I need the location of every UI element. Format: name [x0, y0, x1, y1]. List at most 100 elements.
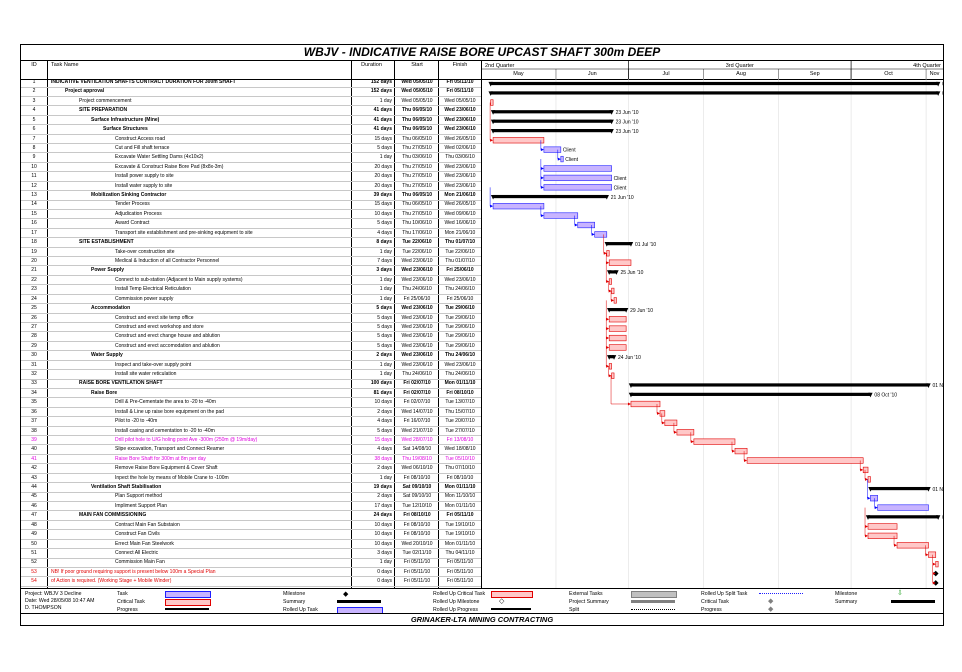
table-row[interactable]: 34 Raise Bore 81 days Fri 02/07/10 Fri 08/10…	[21, 390, 481, 399]
task-name: Errect Main Fan Steelwork	[115, 540, 174, 547]
task-duration: 19 days	[373, 484, 392, 491]
table-row[interactable]: 22 Connect to sub-station (Adjacent to Ma…	[21, 277, 481, 286]
task-name: Install water supply to site	[115, 182, 173, 189]
task-duration: 5 days	[377, 323, 392, 330]
table-row[interactable]: 27 Construct and erect workshop and store…	[21, 324, 481, 333]
task-finish: Thu 01/07/10	[445, 257, 475, 264]
table-row[interactable]: 5 Surface Infrastructure (Mine) 41 days Thu…	[21, 117, 481, 126]
critical-task-bar	[608, 316, 627, 323]
bar-label: 24 Jun '10	[618, 355, 641, 361]
table-row[interactable]: 37 Pilot to -20 to -40m 4 days Fri 16/07/10…	[21, 418, 481, 427]
table-row[interactable]: 50 Errect Main Fan Steelwork 10 days Wed 20…	[21, 541, 481, 550]
table-row[interactable]: 31 Inspect and take-over supply point 1 da…	[21, 362, 481, 371]
table-row[interactable]: 49 Construct Fan Civils 10 days Fri 08/10/1…	[21, 531, 481, 540]
table-row[interactable]: 54 of Action is required. (Working Stage …	[21, 578, 481, 587]
task-start: Wed 23/06/10	[401, 267, 433, 274]
task-duration: 5 days	[377, 314, 392, 321]
task-finish: Thu 15/07/10	[445, 408, 475, 415]
task-start: Thu 06/05/10	[401, 192, 432, 199]
task-finish: Thu 01/07/10	[444, 239, 475, 246]
table-row[interactable]: 45 Plan Support method 2 days Sat 09/10/10 M…	[21, 493, 481, 502]
table-row[interactable]: 20 Medical & Induction of all Contractor …	[21, 258, 481, 267]
task-duration: 2 days	[377, 465, 392, 472]
critical-task-bar	[490, 99, 494, 106]
table-row[interactable]: 19 Take-over construction site 1 day Tue 22…	[21, 249, 481, 258]
table-row[interactable]: 39 Drill pilot hole to U/G holing point A…	[21, 437, 481, 446]
task-name: Surface Infrastructure (Mine)	[91, 116, 160, 123]
table-row[interactable]: 16 Award Contract 5 days Thu 10/06/10 Wed 16…	[21, 220, 481, 229]
table-row[interactable]: 48 Contract Main Fan Substaion 10 days Fri …	[21, 522, 481, 531]
table-row[interactable]: 36 Install & Line up raise bore equipment…	[21, 409, 481, 418]
dependency-arrow	[606, 261, 610, 265]
summary-end-cap	[935, 81, 941, 87]
table-row[interactable]: 4 SITE PREPARATION 41 days Thu 06/05/10 Wed …	[21, 107, 481, 116]
task-id: 43	[31, 474, 37, 481]
table-row[interactable]: 21 Power Supply 3 days Wed 23/06/10 Fri 25/0…	[21, 267, 481, 276]
table-row[interactable]: 12 Install water supply to site 20 days Thu…	[21, 183, 481, 192]
table-row[interactable]: 26 Construct and erect site temp office 5 …	[21, 314, 481, 323]
table-row[interactable]: 51 Connect All Electric 3 days Tue 02/11/10…	[21, 550, 481, 559]
task-finish: Wed 23/06/10	[444, 163, 476, 170]
table-row[interactable]: 7 Construct Access road 15 days Thu 06/05/1…	[21, 136, 481, 145]
legend-label-rolled-up-progress: Rolled Up Progress	[433, 607, 478, 613]
table-row[interactable]: 47 MAIN FAN COMMISSIONING 24 days Fri 08/10…	[21, 512, 481, 521]
table-row[interactable]: 33 RAISE BORE VENTILATION SHAFT 100 days Fr…	[21, 380, 481, 389]
table-row[interactable]: 40 Slipe excavation, Transport and Connec…	[21, 446, 481, 455]
table-row[interactable]: 30 Water Supply 2 days Wed 23/06/10 Thu 24/0…	[21, 352, 481, 361]
task-duration: 20 days	[374, 163, 392, 170]
critical-task-bar	[613, 297, 617, 304]
task-id: 52	[31, 559, 37, 566]
table-row[interactable]: 17 Transport site establishment and pre-s…	[21, 230, 481, 239]
table-row[interactable]: 2 Project approval 152 days Wed 05/05/10 Fri…	[21, 88, 481, 97]
table-row[interactable]: 53 NB! If poor ground requiring support i…	[21, 569, 481, 578]
task-start: Fri 08/10/10	[403, 521, 431, 528]
table-row[interactable]: 10 Excavate & Construct Raise Bore Pad (8…	[21, 164, 481, 173]
table-row[interactable]: 14 Tender Process 15 days Thu 06/05/10 Wed 2…	[21, 201, 481, 210]
dependency-arrow	[606, 280, 610, 284]
dependency-link	[540, 177, 543, 188]
table-row[interactable]: 52 Commission Main Fan 1 day Fri 05/11/10 Fr…	[21, 559, 481, 568]
table-row[interactable]: 46 Impliment Support Plan 17 days Tue 12/10…	[21, 503, 481, 512]
table-row[interactable]: 41 Raise Bore Shaft for 300m at 8m per da…	[21, 456, 481, 465]
table-row[interactable]: 25 Accommodation 5 days Wed 23/06/10 Tue 29/…	[21, 305, 481, 314]
table-row[interactable]: 24 Commission power supply 1 day Fri 25/06/…	[21, 296, 481, 305]
table-row[interactable]: 38 Install casing and cementation to -20 …	[21, 428, 481, 437]
bar-label: 23 Jun '10	[616, 110, 639, 116]
table-row[interactable]: 8 Cut and Fill shaft terrace 5 days Thu 27/…	[21, 145, 481, 154]
task-name: Install power supply to site	[115, 173, 174, 180]
table-row[interactable]: 29 Construct and erect accomodation and a…	[21, 343, 481, 352]
table-row[interactable]: 43 Inpect the hole by means of Mobile Cra…	[21, 475, 481, 484]
summary-end-cap	[609, 119, 614, 125]
table-row[interactable]: 32 Install site water reticulation 1 day Th…	[21, 371, 481, 380]
table-row[interactable]: 44 Ventilation Shaft Stabilisation 19 days…	[21, 484, 481, 493]
legend-label-critical-task: Critical Task	[117, 599, 145, 605]
table-row[interactable]: 9 Excavate Water Settling Dams (4x10x2) 1 …	[21, 154, 481, 163]
table-row[interactable]: 18 SITE ESTABLISHMENT 8 days Tue 22/06/10 Th…	[21, 239, 481, 248]
table-row[interactable]: 35 Drill & Pre-Cementate the area to -20 …	[21, 399, 481, 408]
legend-ext-progress-icon: ◆	[768, 606, 774, 613]
task-duration: 1 day	[379, 276, 392, 283]
task-start: Thu 27/05/10	[402, 173, 432, 180]
task-start: Thu 17/06/10	[402, 229, 432, 236]
table-row[interactable]: 3 Project commencement 1 day Wed 05/05/10 We…	[21, 98, 481, 107]
summary-bar	[609, 307, 627, 312]
table-row[interactable]: 42 Remove Raise Bore Equipment & Cover Sh…	[21, 465, 481, 474]
task-start: Wed 05/05/10	[401, 88, 433, 95]
task-name: Mobilization Sinking Contractor	[91, 192, 167, 199]
task-start: Wed 23/06/10	[401, 314, 433, 321]
dependency-arrow	[627, 402, 631, 406]
task-duration: 20 days	[374, 173, 392, 180]
dependency-arrow	[540, 176, 544, 180]
table-row[interactable]: 11 Install power supply to site 20 days Thu…	[21, 173, 481, 182]
table-row[interactable]: 6 Surface Structures 41 days Thu 06/05/10 We…	[21, 126, 481, 135]
task-finish: Fri 05/11/10	[446, 559, 474, 566]
table-row[interactable]: 1 INDICATIVE VENTILATION SHAFTS CONTRACT …	[21, 79, 481, 88]
table-row[interactable]: 13 Mobilization Sinking Contractor 39 days…	[21, 192, 481, 201]
task-finish: Mon 01/11/10	[444, 380, 476, 387]
table-row[interactable]: 28 Construct and erect change house and a…	[21, 333, 481, 342]
critical-task-bar	[608, 344, 627, 351]
task-finish: Tue 19/10/10	[445, 521, 475, 528]
table-row[interactable]: 15 Adjudication Process 10 days Thu 27/05/1…	[21, 211, 481, 220]
table-row[interactable]: 23 Install Temp Electrical Reticulation 1 …	[21, 286, 481, 295]
task-id: 47	[31, 512, 37, 519]
